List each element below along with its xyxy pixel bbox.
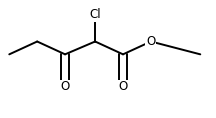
Text: O: O: [60, 80, 70, 93]
Text: O: O: [146, 35, 156, 48]
Text: Cl: Cl: [89, 8, 101, 21]
Text: O: O: [118, 80, 128, 93]
